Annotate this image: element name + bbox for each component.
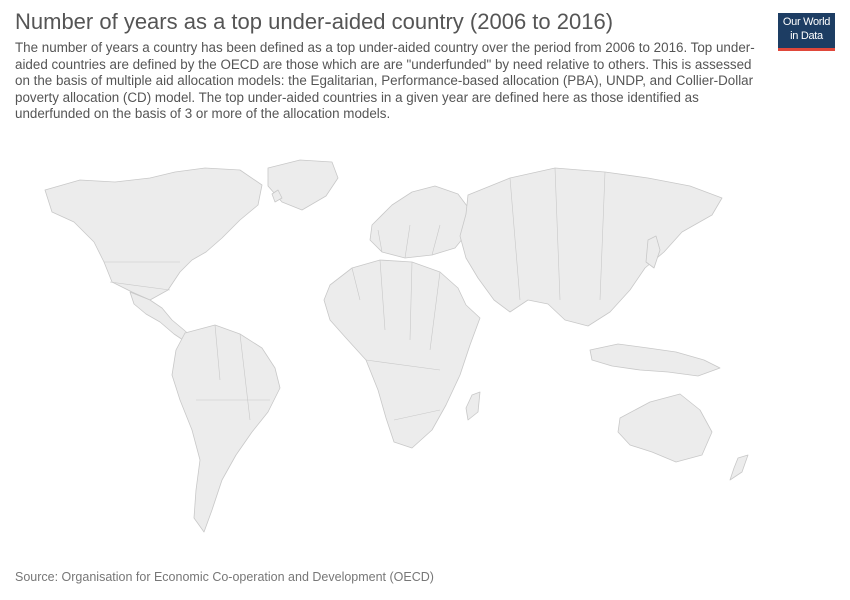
antarctic-islands[interactable] (271, 189, 283, 203)
source-note: Source: Organisation for Economic Co-ope… (15, 570, 434, 584)
japan[interactable] (645, 235, 661, 269)
chart-title: Number of years as a top under-aided cou… (15, 9, 614, 34)
chart-subtitle: The number of years a country has been d… (15, 40, 755, 121)
africa[interactable] (323, 259, 481, 449)
logo-line-1: Our World (782, 16, 831, 28)
madagascar[interactable] (465, 391, 481, 421)
landmasses (44, 159, 749, 533)
borders (104, 167, 606, 421)
southeast-asia-islands[interactable] (589, 343, 721, 377)
logo-stripe (778, 48, 835, 51)
world-map (44, 159, 749, 533)
greenland[interactable] (267, 159, 339, 211)
north-america[interactable] (44, 167, 263, 301)
asia[interactable] (459, 167, 723, 327)
australia[interactable] (617, 393, 713, 463)
europe[interactable] (369, 185, 471, 259)
south-america[interactable] (171, 324, 281, 533)
logo-line-2: in Data (790, 30, 823, 42)
new-zealand[interactable] (729, 454, 749, 481)
border-lines (104, 167, 606, 421)
our-world-in-data-logo[interactable]: Our World in Data (778, 13, 835, 51)
